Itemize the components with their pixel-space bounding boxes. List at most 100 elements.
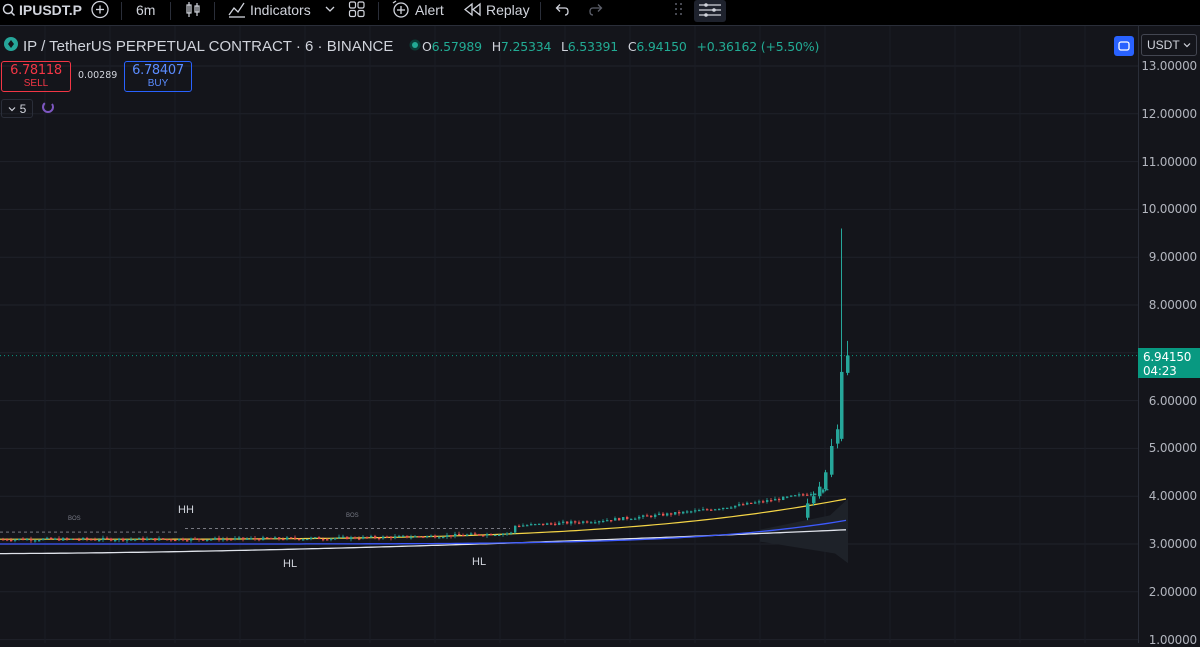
candle-body (534, 524, 537, 526)
last-price-label: 6.94150 04:23 (1138, 348, 1200, 378)
toolbar-drag-handle[interactable] (672, 0, 686, 25)
bos-label: BOS (346, 513, 359, 519)
candle-body (606, 520, 609, 522)
candle-body (478, 534, 481, 536)
indicators-icon (228, 0, 246, 20)
currency-select[interactable]: USDT (1141, 34, 1197, 56)
price-axis-tick: 6.00000 (1148, 393, 1197, 408)
replay-button[interactable]: Replay (464, 0, 530, 25)
candle-body (682, 511, 685, 514)
undo-button[interactable] (553, 0, 569, 25)
candle-body (298, 538, 301, 540)
drag-dots-icon (672, 0, 686, 20)
indicators-label: Indicators (250, 2, 311, 18)
candle-body (706, 509, 709, 511)
candle-body (790, 495, 793, 497)
candle-body (514, 525, 517, 533)
candle-body (486, 534, 489, 536)
price-axis-tick: 11.00000 (1141, 154, 1197, 169)
candle-body (650, 515, 653, 517)
top-toolbar: IPUSDT.P 6m Indicators Alert (0, 0, 1200, 26)
candle-body (530, 524, 533, 526)
symbol-title[interactable]: IP / TetherUS PERPETUAL CONTRACT · 6 · B… (23, 37, 394, 55)
indicators-collapse-toggle[interactable]: 5 (1, 99, 33, 118)
candle-body (546, 523, 549, 525)
candle-body (242, 537, 245, 540)
candle-body (266, 537, 269, 539)
chart-pane[interactable] (0, 26, 1138, 643)
toolbar-divider (540, 2, 541, 20)
candle-body (82, 537, 85, 540)
candle-body (614, 518, 617, 521)
candle-body (30, 539, 33, 541)
candle-body (354, 537, 357, 539)
price-axis[interactable]: 13.00000 12.00000 11.00000 10.00000 9.00000 8… (1138, 26, 1200, 647)
open-label: O (422, 39, 432, 54)
currency-label: USDT (1147, 38, 1180, 52)
candle-body (402, 535, 405, 537)
candle-body (150, 538, 153, 540)
add-symbol-button[interactable] (90, 0, 110, 25)
close-label: C (627, 39, 637, 54)
candle-body (230, 539, 233, 541)
candle-body (578, 522, 581, 524)
price-axis-tick: 13.00000 (1141, 59, 1197, 73)
candle-body (398, 535, 401, 538)
candle-body (670, 513, 673, 515)
toolbar-divider (378, 2, 379, 20)
interval-button[interactable]: 6m (136, 2, 156, 18)
candle-body (54, 538, 57, 540)
candle-body (698, 509, 701, 512)
low-value: 6.53391 (567, 39, 619, 54)
chart-type-button[interactable] (185, 0, 201, 25)
candle-body (390, 536, 393, 539)
price-axis-tick: 8.00000 (1148, 298, 1197, 312)
candle-body (566, 521, 569, 524)
indicators-button[interactable]: Indicators (228, 0, 311, 25)
candle-body (2, 539, 5, 541)
candle-body (442, 536, 445, 539)
candle-body (738, 504, 741, 506)
buy-price: 6.78407 (132, 63, 184, 78)
layout-menu-button[interactable] (694, 0, 726, 25)
alert-button[interactable]: Alert (391, 0, 444, 25)
candle-body (422, 536, 425, 538)
auto-scale-button[interactable] (1114, 36, 1134, 56)
candle-body (518, 525, 521, 528)
candle-body (494, 534, 497, 537)
sell-button[interactable]: 6.78118 SELL (1, 61, 71, 92)
indicators-dropdown[interactable] (324, 0, 336, 25)
redo-icon (589, 0, 605, 20)
candle-body (510, 532, 513, 534)
candle-body (406, 535, 409, 538)
candle-body (246, 538, 249, 540)
price-axis-tick: 10.00000 (1141, 202, 1197, 217)
candle-body (498, 534, 501, 536)
candle-body (630, 518, 633, 521)
candle-body (574, 521, 577, 523)
candle-body (806, 494, 809, 496)
candle-body (822, 489, 825, 493)
volatility-band (760, 498, 848, 564)
candle-body (174, 539, 177, 542)
redo-button[interactable] (589, 0, 605, 25)
candle-body (310, 537, 313, 539)
candle-body (742, 504, 745, 506)
symbol-name: IPUSDT.P (19, 2, 83, 18)
candle-body (754, 502, 757, 504)
candle-body (554, 523, 557, 525)
toolbar-divider (170, 2, 171, 20)
hl-label: HL (472, 556, 487, 568)
candle-body (166, 539, 169, 541)
candle-body (234, 538, 237, 540)
candle-body (342, 536, 345, 538)
symbol-search-button[interactable]: IPUSDT.P (2, 0, 82, 25)
scale-icon (1114, 41, 1134, 60)
price-axis-tick: 3.00000 (1148, 537, 1197, 551)
candle-body (474, 533, 477, 535)
candle-body (122, 538, 125, 541)
ohlc-values: O6.57989 H7.25334 L6.53391 C6.94150 +0.3… (422, 39, 825, 54)
buy-button[interactable]: 6.78407 BUY (124, 61, 192, 92)
candle-body (550, 523, 553, 525)
templates-button[interactable] (348, 0, 366, 25)
